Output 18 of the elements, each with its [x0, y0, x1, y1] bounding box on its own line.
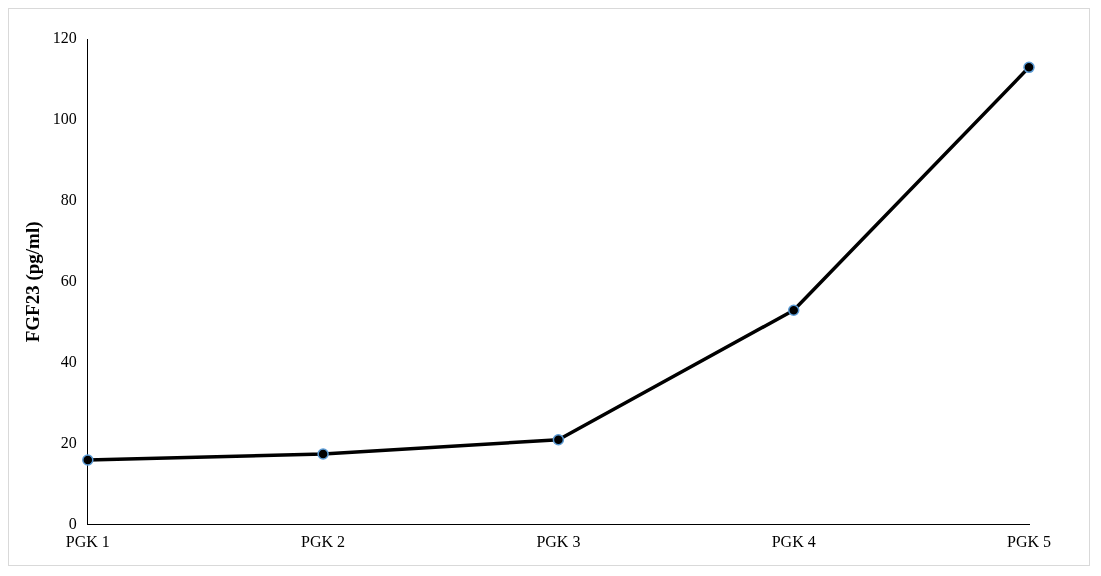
y-tick-label: 120 — [52, 29, 77, 47]
y-tick-label: 100 — [52, 110, 77, 128]
x-tick-label: PGK 5 — [1006, 532, 1052, 550]
point — [787, 304, 800, 316]
y-tick-label: 40 — [60, 353, 77, 371]
y-tick-label: 80 — [60, 191, 77, 209]
x-tick-label: PGK 4 — [771, 532, 816, 550]
y-tick-label: 20 — [60, 434, 77, 452]
point — [1023, 61, 1035, 74]
point — [552, 434, 565, 446]
y-tick-label: 0 — [68, 515, 77, 532]
point — [82, 454, 94, 466]
x-tick-label: PGK 2 — [301, 532, 346, 550]
x-tick-label: PGK 3 — [536, 532, 581, 550]
y-axis-title: FGF23 (pg/ml) — [22, 221, 45, 343]
point — [317, 448, 329, 460]
x-tick-label: PGK 1 — [65, 532, 110, 550]
y-tick-label: 60 — [60, 272, 77, 290]
